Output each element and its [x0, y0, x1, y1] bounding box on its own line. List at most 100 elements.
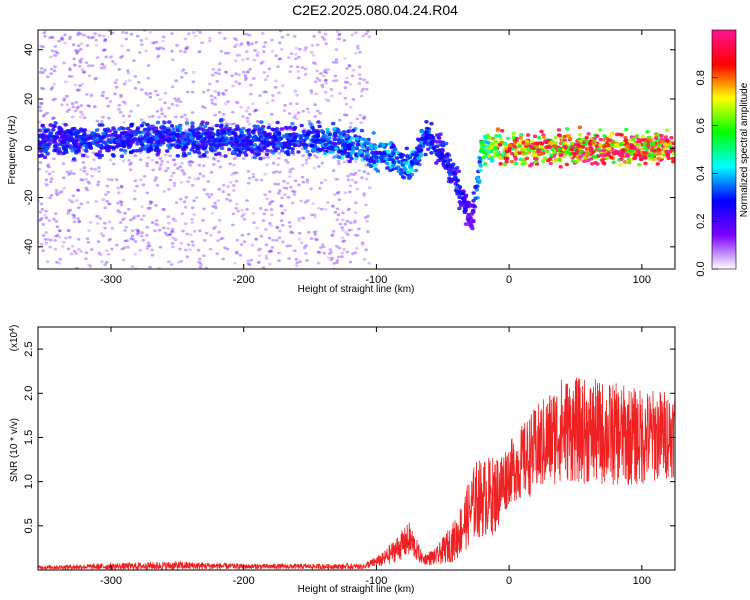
spectrogram-mark: [40, 123, 45, 128]
spectrogram-mark: [558, 165, 563, 169]
spectrogram-mark: [180, 168, 184, 172]
spectrogram-mark: [153, 89, 158, 93]
spectrogram-mark: [51, 117, 55, 121]
spectrogram-mark: [197, 163, 202, 167]
spectrogram-mark: [84, 61, 89, 64]
spectrogram-mark: [345, 76, 349, 80]
spectrogram-mark: [137, 80, 141, 84]
spectrogram-mark: [316, 151, 321, 155]
spectrogram-mark: [49, 193, 54, 197]
spectrogram-mark: [214, 123, 220, 128]
spectrogram-mark: [254, 109, 259, 112]
spectrogram-mark: [125, 239, 129, 243]
spectrogram-mark: [320, 161, 325, 165]
spectrogram-mark: [590, 140, 595, 145]
spectrogram-mark: [295, 102, 299, 106]
spectrogram-mark: [623, 138, 629, 143]
spectrogram-mark: [271, 94, 275, 97]
spectrogram-mark: [340, 255, 344, 258]
spectrogram-mark: [86, 134, 91, 138]
spectrogram-mark: [39, 202, 44, 206]
spectrogram-mark: [165, 136, 169, 140]
spectrogram-mark: [321, 74, 326, 78]
spectrogram-mark: [158, 131, 163, 135]
spectrogram-mark: [278, 189, 282, 193]
spectrogram-mark: [309, 89, 314, 93]
spectrogram-mark: [250, 156, 255, 160]
spectrogram-mark: [563, 141, 568, 146]
spectrogram-mark: [294, 46, 299, 50]
colorbar-tick-label: 0.6: [695, 118, 707, 133]
spectrogram-mark: [557, 133, 563, 138]
spectrogram-mark: [355, 136, 360, 141]
spectrogram-mark: [191, 31, 196, 35]
spectrogram-mark: [371, 160, 377, 165]
spectrogram-mark: [122, 246, 127, 250]
spectrogram-mark: [79, 168, 83, 172]
spectrogram-mark: [270, 213, 274, 217]
spectrogram-mark: [172, 158, 176, 162]
spectrogram-mark: [91, 151, 96, 155]
spectrogram-mark: [324, 42, 329, 45]
spectrogram-mark: [213, 113, 217, 117]
spectrogram-mark: [48, 245, 52, 249]
spectrogram-mark: [150, 221, 155, 224]
snr-panel: -300 -200 -100 0 100 0.51.01.52.02.5 Height …: [9, 325, 676, 595]
spectrogram-mark: [505, 136, 511, 141]
spectrogram-mark: [273, 86, 278, 89]
spectrogram-mark: [96, 140, 100, 143]
spectrogram-mark: [161, 47, 166, 51]
spectrogram-mark: [75, 50, 79, 54]
spectrogram-mark: [209, 193, 214, 196]
spectrogram-mark: [542, 139, 548, 144]
spectrogram-mark: [113, 81, 118, 85]
spectrogram-mark: [217, 137, 221, 140]
spectrogram-mark: [322, 38, 327, 41]
spectrogram-mark: [323, 32, 328, 36]
spectrogram-mark: [123, 152, 127, 155]
spectrogram-mark: [195, 196, 199, 200]
spectrogram-mark: [170, 242, 175, 245]
spectrogram-mark: [596, 147, 601, 151]
spectrogram-mark: [63, 123, 68, 127]
spectrogram-mark: [159, 163, 163, 166]
spectrogram-mark: [334, 142, 338, 146]
spectrogram-mark: [276, 163, 280, 167]
spectrogram-mark: [289, 52, 294, 55]
spectrogram-mark: [445, 164, 451, 168]
spectrogram-mark: [345, 67, 349, 70]
spectrogram-mark: [171, 236, 175, 240]
spectrogram-mark: [215, 132, 220, 136]
spectrogram-mark: [378, 155, 383, 159]
spectrogram-mark: [375, 169, 381, 173]
spectrogram-mark: [453, 167, 458, 172]
spectrogram-mark: [564, 150, 569, 155]
spectrogram-mark: [385, 149, 391, 154]
spectrogram-mark: [135, 148, 140, 153]
spectrogram-mark: [533, 160, 538, 164]
spectrogram-mark: [331, 230, 336, 233]
spectrogram-mark: [178, 126, 183, 131]
spectrogram-mark: [402, 167, 407, 171]
spectrogram-mark: [121, 114, 126, 118]
spectrogram-mark: [350, 136, 355, 141]
spectrogram-mark: [38, 210, 43, 214]
spectrogram-mark: [133, 75, 138, 78]
spectrogram-mark: [127, 207, 131, 211]
spectrogram-mark: [277, 131, 282, 136]
spectrogram-mark: [539, 145, 544, 149]
spectrogram-mark: [619, 133, 624, 137]
spectrogram-mark: [262, 50, 266, 54]
spectrogram-mark: [540, 159, 546, 163]
spectrogram-mark: [117, 103, 121, 107]
spectrogram-mark: [344, 133, 349, 137]
spectrogram-mark: [178, 100, 183, 103]
spectrogram-mark: [511, 131, 516, 136]
spectrogram-mark: [270, 49, 275, 53]
spectrogram-mark: [286, 139, 292, 144]
spectrogram-mark: [259, 120, 264, 124]
spectrogram-mark: [97, 170, 101, 173]
spectrogram-mark: [249, 83, 253, 87]
spectrogram-mark: [175, 154, 180, 158]
spectrogram-mark: [236, 209, 240, 213]
